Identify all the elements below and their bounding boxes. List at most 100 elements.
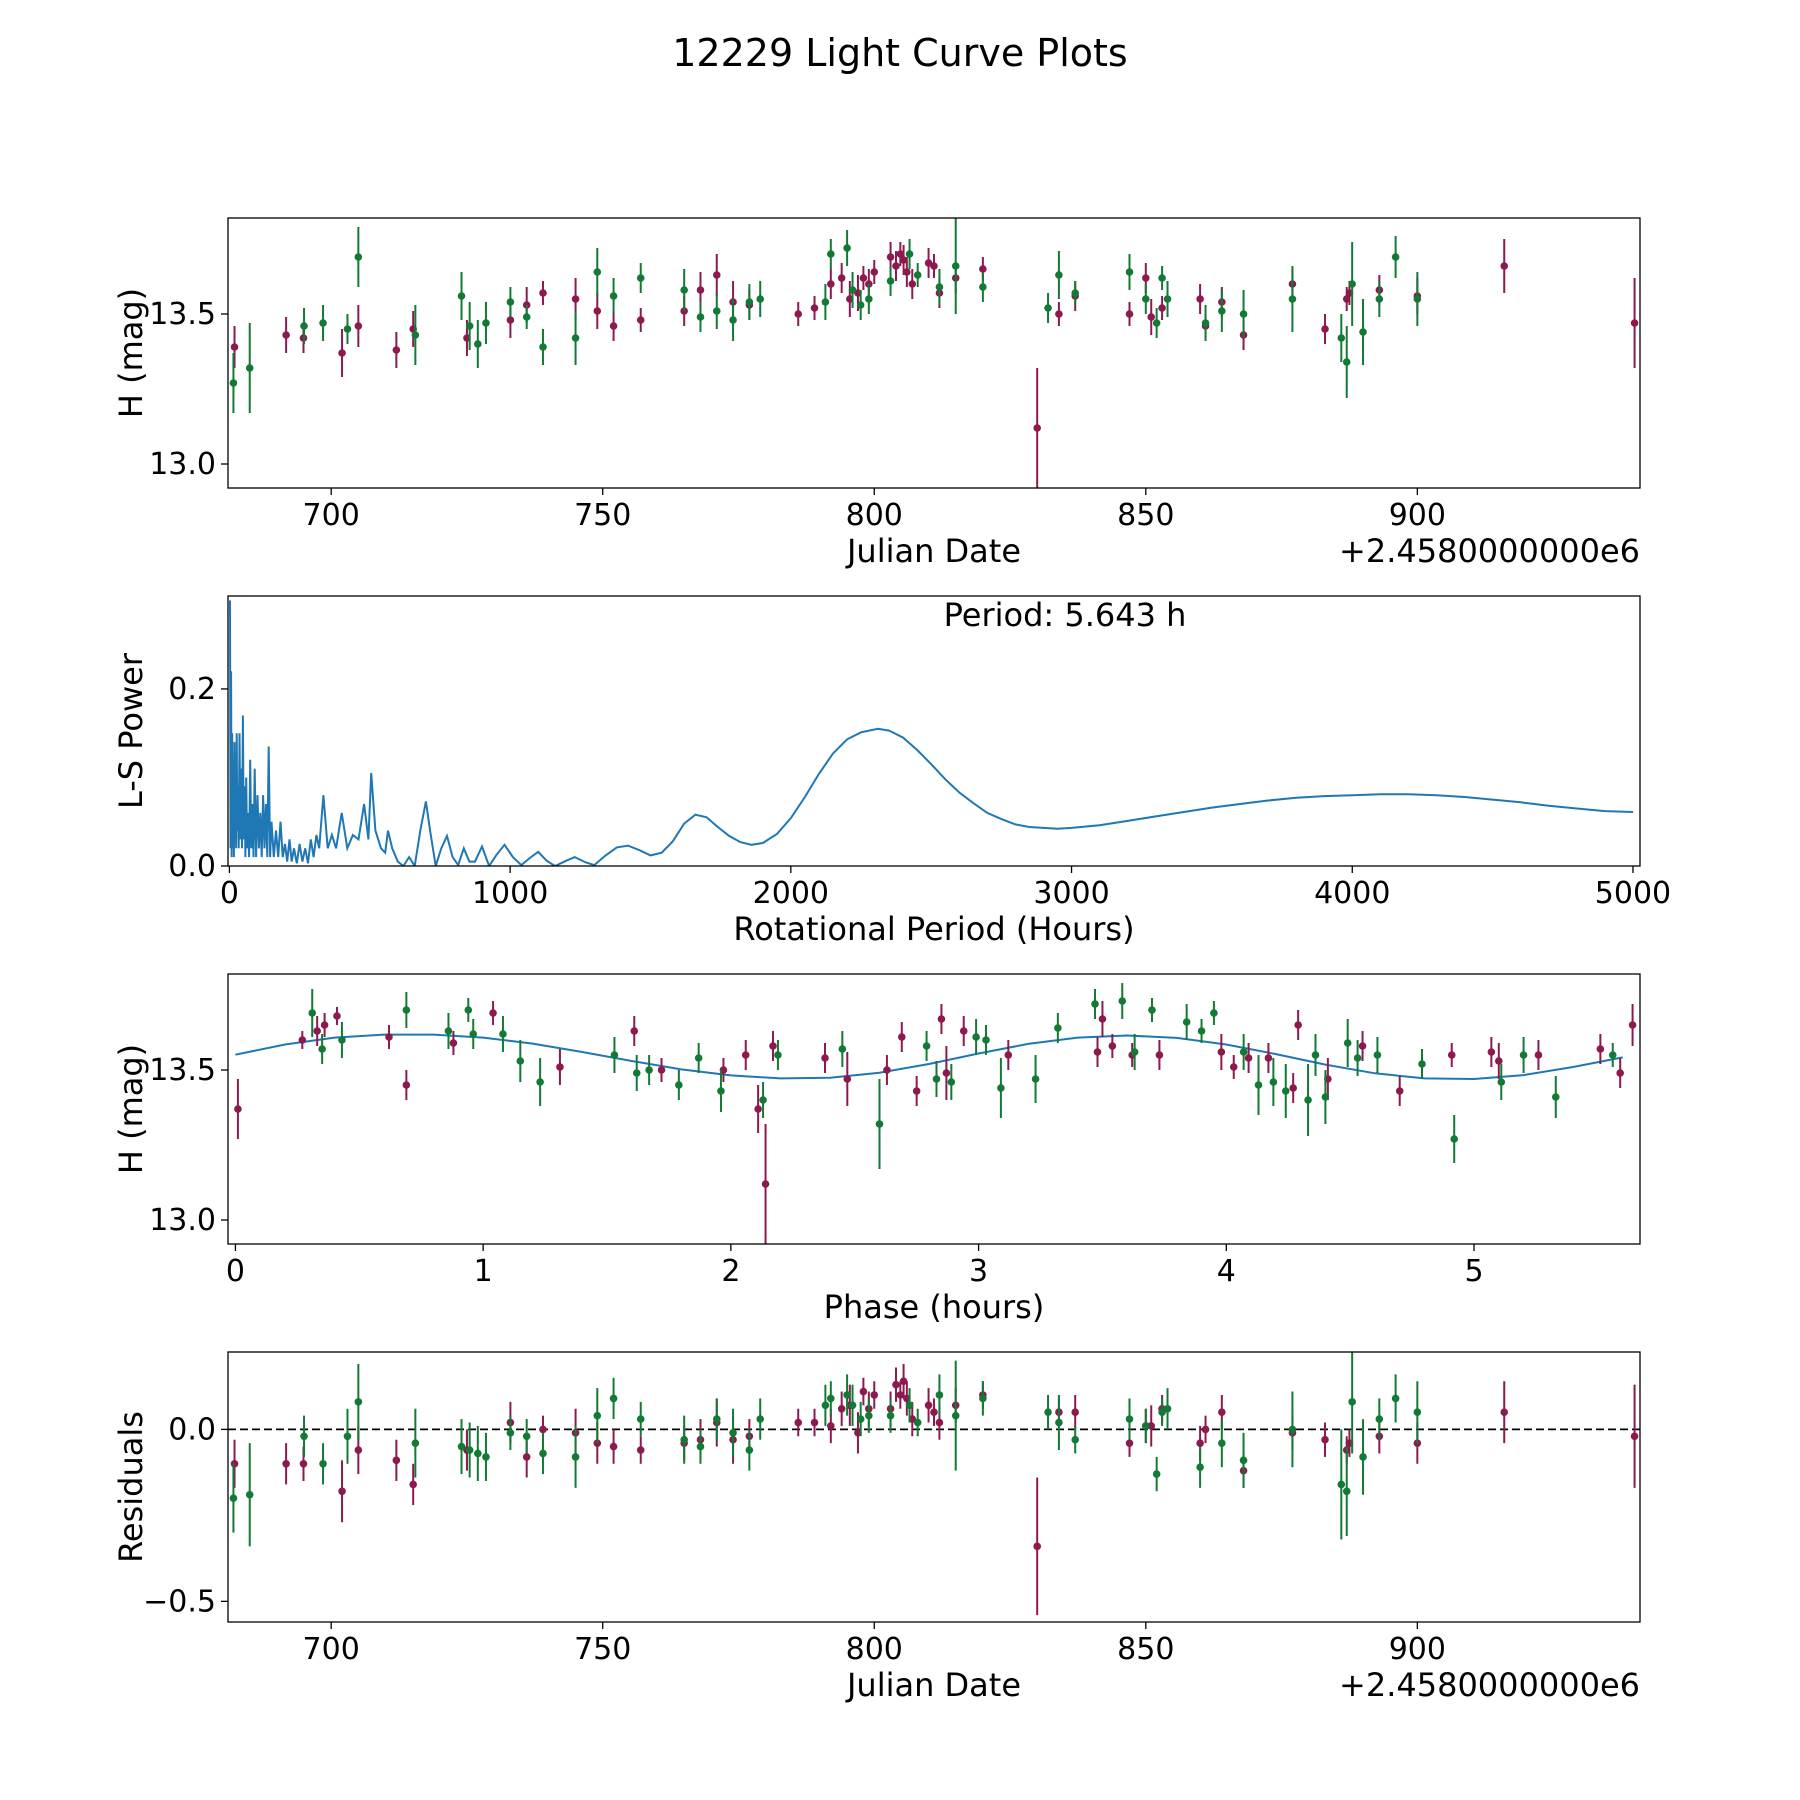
data-point-purple [1217, 1034, 1226, 1070]
marker [1534, 1051, 1543, 1059]
marker [1044, 304, 1052, 312]
data-point-green [1337, 314, 1346, 362]
x-tick-label: 900 [1389, 498, 1446, 533]
marker [593, 1411, 602, 1420]
marker [932, 1075, 941, 1083]
data-point-green [506, 1415, 515, 1451]
marker [838, 1045, 847, 1053]
data-point-green [774, 1040, 782, 1070]
marker [539, 343, 547, 351]
data-point-green [411, 305, 420, 365]
data-point-green [411, 1408, 420, 1478]
marker [843, 1391, 851, 1399]
marker [875, 1120, 884, 1128]
data-point-purple [1201, 1415, 1210, 1444]
data-point-green [318, 1034, 326, 1064]
data-point-purple [899, 245, 908, 275]
data-point-green [756, 281, 765, 317]
marker [848, 286, 857, 294]
data-point-purple [1534, 1040, 1543, 1070]
marker [729, 316, 737, 324]
y-tick-label: 13.5 [149, 1053, 216, 1088]
data-point-green [1152, 1456, 1161, 1492]
marker [1055, 310, 1063, 318]
marker [411, 331, 420, 339]
marker [1342, 358, 1351, 366]
marker [1142, 295, 1150, 303]
data-point-purple [870, 1381, 879, 1409]
marker [1201, 319, 1210, 327]
marker [1395, 1087, 1404, 1095]
data-point-green [982, 1025, 990, 1055]
data-point-green [680, 269, 688, 311]
marker [630, 1027, 639, 1035]
marker [930, 262, 938, 270]
data-point-green [848, 272, 857, 308]
data-point-green [506, 287, 515, 317]
axes-frame [227, 595, 1641, 867]
y-axis-label: L-S Power [112, 652, 150, 809]
y-tick-label: −0.5 [143, 1584, 216, 1619]
data-point-green [1163, 1388, 1172, 1430]
marker [234, 1105, 242, 1113]
marker [837, 274, 846, 282]
data-point-green [856, 1401, 865, 1437]
marker [1264, 1054, 1273, 1062]
x-tick-label: 750 [574, 1632, 631, 1667]
y-axis-label: H (mag) [112, 1044, 150, 1174]
data-point-green [1210, 1001, 1218, 1025]
data-point-purple [859, 1377, 868, 1406]
data-point-purple [1495, 1043, 1503, 1079]
data-point-purple [937, 1004, 946, 1034]
data-point-green [522, 305, 531, 329]
y-tick-label: 0.0 [168, 1412, 216, 1447]
data-point-purple [903, 257, 911, 287]
data-point-green [838, 1031, 847, 1067]
data-point-green [1158, 266, 1166, 290]
data-point-green [1519, 1037, 1528, 1073]
marker [1054, 1024, 1062, 1032]
marker [1091, 1000, 1099, 1008]
marker [892, 1380, 900, 1389]
marker [465, 322, 474, 330]
marker [1375, 295, 1384, 303]
data-point-green [465, 1422, 474, 1478]
data-point-purple [1196, 284, 1204, 314]
marker [1288, 1425, 1297, 1434]
marker [1413, 1408, 1422, 1416]
marker [951, 262, 960, 270]
marker [1071, 1435, 1079, 1444]
marker [1142, 1422, 1150, 1430]
marker [444, 1027, 453, 1035]
marker [1152, 1470, 1161, 1478]
marker [810, 304, 819, 312]
panel-residuals: 700 750 800 850 900 −0.5 0.0 Julian Date Residua… [112, 1351, 1641, 1704]
marker [908, 280, 917, 288]
marker [959, 1027, 968, 1035]
data-point-green [1152, 308, 1161, 338]
marker [759, 1096, 767, 1104]
data-point-green [1281, 1064, 1290, 1118]
marker [464, 1006, 473, 1014]
marker [338, 1036, 346, 1044]
data-point-purple [769, 1031, 777, 1061]
marker [516, 1057, 525, 1065]
x-offset-label: +2.4580000000e6 [1339, 1666, 1640, 1704]
data-point-purple [1264, 1043, 1273, 1073]
data-point-green [1348, 1352, 1356, 1454]
data-point-green [827, 1381, 835, 1416]
data-point-green [1044, 1394, 1052, 1430]
marker [1321, 325, 1329, 333]
marker [745, 1446, 754, 1454]
data-point-purple [1093, 1037, 1102, 1067]
marker [856, 1415, 865, 1423]
data-point-green [539, 329, 547, 365]
data-point-green [1342, 326, 1351, 398]
data-point-purple [609, 311, 618, 341]
panel-light-curve: 700 750 800 850 900 13.0 13.5 Julian Date H (mag… [112, 217, 1641, 570]
marker [1158, 304, 1166, 312]
marker [848, 1401, 857, 1410]
marker [856, 301, 865, 309]
marker [1044, 1408, 1052, 1416]
marker [230, 1459, 239, 1468]
